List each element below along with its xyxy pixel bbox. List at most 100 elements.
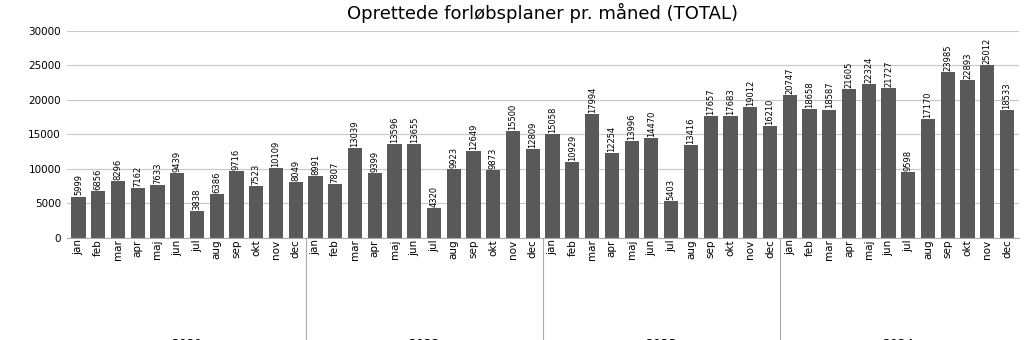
- Bar: [249, 186, 263, 238]
- Text: 13596: 13596: [390, 117, 399, 143]
- Bar: [210, 194, 224, 238]
- Bar: [684, 145, 698, 238]
- Bar: [446, 169, 461, 238]
- Text: 23985: 23985: [943, 45, 952, 71]
- Bar: [565, 163, 580, 238]
- Text: 5999: 5999: [74, 174, 83, 196]
- Title: Oprettede forløbsplaner pr. måned (TOTAL): Oprettede forløbsplaner pr. måned (TOTAL…: [347, 3, 738, 23]
- Text: 2022: 2022: [409, 338, 440, 340]
- Text: 6856: 6856: [93, 168, 102, 190]
- Text: 9873: 9873: [488, 147, 498, 169]
- Bar: [822, 109, 837, 238]
- Bar: [999, 110, 1014, 238]
- Text: 8049: 8049: [291, 160, 300, 181]
- Bar: [170, 173, 184, 238]
- Bar: [605, 153, 618, 238]
- Text: 13039: 13039: [350, 120, 359, 147]
- Bar: [486, 170, 501, 238]
- Text: 13996: 13996: [627, 114, 636, 140]
- Text: 15500: 15500: [509, 104, 517, 130]
- Text: 19012: 19012: [745, 79, 755, 105]
- Text: 6386: 6386: [212, 171, 221, 193]
- Bar: [328, 184, 342, 238]
- Text: 12254: 12254: [607, 126, 616, 152]
- Text: 9716: 9716: [232, 149, 241, 170]
- Bar: [763, 126, 777, 238]
- Bar: [743, 106, 758, 238]
- Text: 18587: 18587: [824, 82, 834, 108]
- Bar: [941, 72, 954, 238]
- Bar: [980, 65, 994, 238]
- Text: 2021: 2021: [171, 338, 203, 340]
- Bar: [861, 84, 876, 238]
- Bar: [803, 109, 816, 238]
- Text: 5403: 5403: [667, 178, 676, 200]
- Text: 12809: 12809: [528, 122, 538, 149]
- Bar: [525, 150, 540, 238]
- Text: 21727: 21727: [884, 60, 893, 87]
- Text: 14470: 14470: [647, 110, 656, 137]
- Text: 8296: 8296: [114, 158, 123, 180]
- Text: 9598: 9598: [904, 150, 912, 171]
- Bar: [427, 208, 441, 238]
- Text: 17683: 17683: [726, 88, 735, 115]
- Bar: [289, 182, 303, 238]
- Text: 9399: 9399: [371, 151, 379, 172]
- Text: 17994: 17994: [588, 86, 597, 113]
- Text: 7807: 7807: [331, 162, 340, 183]
- Bar: [91, 191, 105, 238]
- Bar: [921, 119, 935, 238]
- Bar: [131, 188, 144, 238]
- Bar: [546, 134, 560, 238]
- Bar: [151, 185, 165, 238]
- Bar: [506, 131, 520, 238]
- Bar: [308, 176, 323, 238]
- Bar: [269, 168, 283, 238]
- Bar: [625, 141, 639, 238]
- Bar: [961, 80, 975, 238]
- Bar: [585, 114, 599, 238]
- Text: 17657: 17657: [707, 88, 715, 115]
- Text: 18658: 18658: [805, 81, 814, 108]
- Text: 22893: 22893: [963, 52, 972, 79]
- Bar: [664, 201, 678, 238]
- Text: 20747: 20747: [785, 67, 795, 94]
- Text: 13655: 13655: [410, 116, 419, 142]
- Text: 17170: 17170: [924, 92, 933, 118]
- Text: 8991: 8991: [311, 154, 321, 175]
- Text: 21605: 21605: [845, 61, 853, 88]
- Text: 3838: 3838: [193, 189, 202, 210]
- Text: 4320: 4320: [429, 186, 438, 207]
- Bar: [387, 144, 401, 238]
- Text: 2024: 2024: [883, 338, 914, 340]
- Bar: [467, 151, 480, 238]
- Bar: [703, 116, 718, 238]
- Bar: [368, 173, 382, 238]
- Text: 16210: 16210: [765, 99, 774, 125]
- Text: 2023: 2023: [645, 338, 677, 340]
- Bar: [842, 89, 856, 238]
- Text: 10109: 10109: [271, 141, 281, 167]
- Text: 22324: 22324: [864, 56, 873, 83]
- Bar: [723, 116, 737, 238]
- Text: 9923: 9923: [450, 147, 459, 168]
- Bar: [348, 148, 362, 238]
- Bar: [882, 88, 896, 238]
- Text: 7633: 7633: [153, 163, 162, 184]
- Text: 25012: 25012: [983, 38, 992, 64]
- Text: 18533: 18533: [1002, 82, 1012, 109]
- Bar: [644, 138, 658, 238]
- Text: 12649: 12649: [469, 123, 478, 150]
- Text: 10929: 10929: [568, 135, 577, 161]
- Bar: [782, 95, 797, 238]
- Bar: [111, 181, 125, 238]
- Bar: [72, 197, 86, 238]
- Bar: [189, 211, 204, 238]
- Text: 15058: 15058: [548, 106, 557, 133]
- Bar: [408, 143, 422, 238]
- Bar: [901, 172, 915, 238]
- Text: 13416: 13416: [686, 118, 695, 144]
- Text: 7162: 7162: [133, 166, 142, 187]
- Text: 9439: 9439: [173, 151, 181, 172]
- Text: 7523: 7523: [252, 164, 261, 185]
